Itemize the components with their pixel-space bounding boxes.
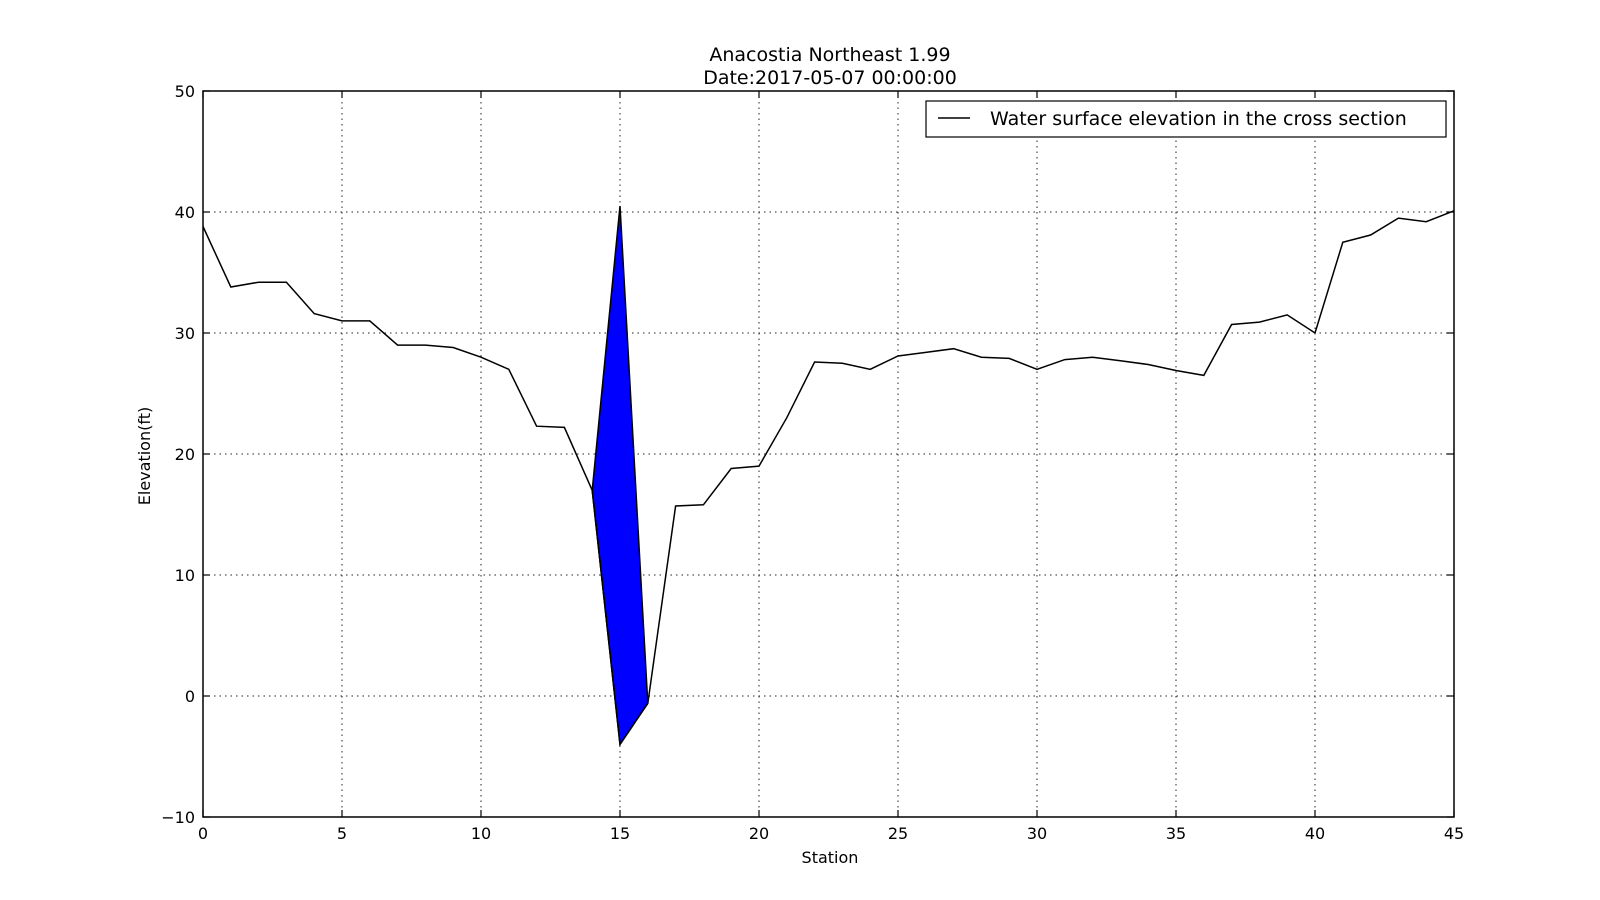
x-tick-label: 15 [610,824,630,843]
x-tick-labels: 0 5 10 15 20 25 30 35 40 45 [198,824,1464,843]
chart-title-line-2: Date:2017-05-07 00:00:00 [703,67,957,89]
x-axis-title: Station [802,848,859,867]
y-tick-label: 10 [175,566,195,585]
x-tick-label: 10 [471,824,491,843]
ticks [202,90,1455,818]
y-tick-label: 20 [175,445,195,464]
y-tick-label: −10 [161,808,195,827]
legend-label: Water surface elevation in the cross sec… [990,108,1407,130]
y-tick-label: 0 [185,687,195,706]
x-tick-label: 35 [1166,824,1186,843]
y-tick-labels: −10 0 10 20 30 40 50 [161,82,195,827]
legend-box [925,100,1447,138]
x-tick-label: 5 [337,824,347,843]
legend: Water surface elevation in the cross sec… [925,100,1447,138]
ground-profile-line [202,210,1455,747]
x-tick-label: 20 [749,824,769,843]
x-tick-label: 25 [888,824,908,843]
x-tick-label: 30 [1027,824,1047,843]
chart-title-line-1: Anacostia Northeast 1.99 [709,44,950,66]
y-tick-label: 50 [175,82,195,101]
x-tick-label: 40 [1305,824,1325,843]
x-tick-label: 0 [198,824,208,843]
x-tick-label: 45 [1444,824,1464,843]
y-tick-label: 30 [175,324,195,343]
y-tick-label: 40 [175,203,195,222]
y-axis-title: Elevation(ft) [135,407,154,505]
